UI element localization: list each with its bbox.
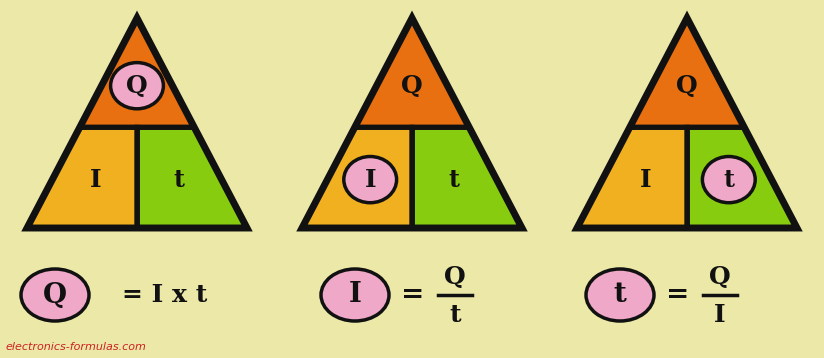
Ellipse shape (110, 63, 163, 109)
Polygon shape (412, 127, 522, 228)
Polygon shape (302, 127, 412, 228)
Text: Q: Q (677, 74, 698, 98)
Text: Q: Q (444, 265, 466, 289)
Text: t: t (448, 168, 459, 192)
Text: I: I (89, 168, 101, 192)
Text: Q: Q (126, 74, 147, 98)
Text: Q: Q (43, 281, 67, 309)
Polygon shape (630, 18, 744, 127)
Polygon shape (80, 18, 194, 127)
Polygon shape (577, 127, 687, 228)
Text: t: t (449, 303, 461, 327)
Text: t: t (614, 281, 626, 309)
Ellipse shape (586, 269, 654, 321)
Text: Q: Q (401, 74, 423, 98)
Polygon shape (27, 127, 137, 228)
Text: I: I (714, 303, 726, 327)
Ellipse shape (702, 156, 756, 203)
Ellipse shape (21, 269, 89, 321)
Text: t: t (173, 168, 185, 192)
Polygon shape (137, 127, 247, 228)
Text: electronics-formulas.com: electronics-formulas.com (5, 342, 146, 352)
Ellipse shape (344, 156, 396, 203)
Polygon shape (687, 127, 797, 228)
Text: I: I (364, 168, 376, 192)
Text: I: I (349, 281, 362, 309)
Text: t: t (723, 168, 734, 192)
Text: =: = (401, 281, 424, 309)
Text: I: I (639, 168, 651, 192)
Polygon shape (355, 18, 469, 127)
Text: = I x t: = I x t (123, 283, 208, 307)
Text: =: = (667, 281, 690, 309)
Ellipse shape (321, 269, 389, 321)
Text: Q: Q (709, 265, 731, 289)
